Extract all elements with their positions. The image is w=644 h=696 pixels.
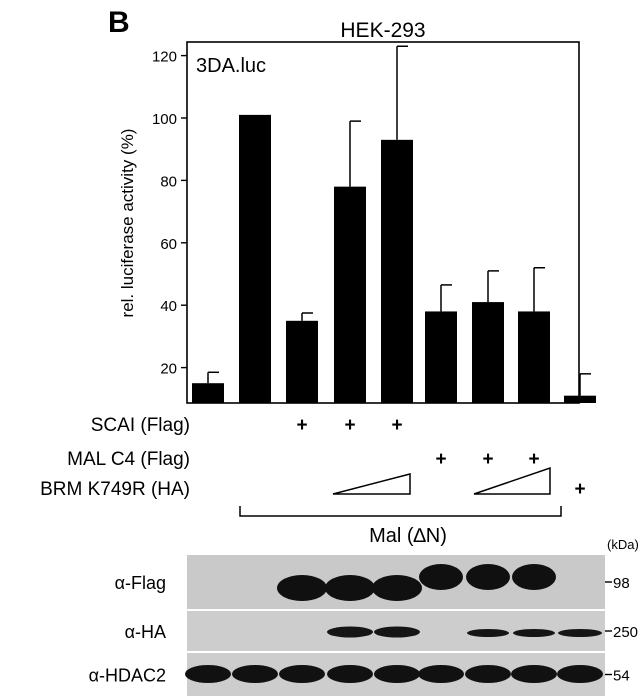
blot-band xyxy=(512,564,556,590)
blot-band xyxy=(372,575,422,601)
blot-band xyxy=(277,575,327,601)
bar xyxy=(192,383,224,403)
dose-triangle-mal xyxy=(473,466,551,495)
western-blot: (kDa) α-Flag 98 α-HA 250 α-HDAC2 54 xyxy=(89,537,639,696)
condition-label: SCAI (Flag) xyxy=(91,415,190,436)
chart-title: HEK-293 xyxy=(340,19,425,42)
blot-band xyxy=(232,665,278,683)
chart-area: 3DA.luc rel. luciferase activity (%) 20 4… xyxy=(118,41,596,404)
blot-band xyxy=(465,665,511,683)
y-axis: 20 40 60 80 100 120 xyxy=(152,49,187,378)
mal-bracket: Mal (∆N) xyxy=(239,506,562,547)
inset-label: 3DA.luc xyxy=(196,55,266,77)
y-tick-label: 120 xyxy=(152,49,177,66)
blot-band xyxy=(557,665,603,683)
bar xyxy=(425,311,457,403)
bar xyxy=(472,302,504,403)
kda-marker: 54 xyxy=(613,668,630,685)
bar xyxy=(564,395,596,403)
condition-plus: + xyxy=(435,449,446,470)
blot-band xyxy=(511,665,557,683)
y-tick-label: 100 xyxy=(152,111,177,128)
blot-band xyxy=(374,665,420,683)
y-axis-label: rel. luciferase activity (%) xyxy=(118,129,137,318)
condition-plus: + xyxy=(344,415,355,436)
condition-label: BRM K749R (HA) xyxy=(40,479,190,500)
blot-band xyxy=(327,665,373,683)
blot-band xyxy=(558,629,602,637)
condition-plus: + xyxy=(296,415,307,436)
blot-row-label: α-Flag xyxy=(115,573,166,593)
panel-label: B xyxy=(108,6,130,39)
blot-band xyxy=(466,564,510,590)
blot-row-label: α-HA xyxy=(125,622,166,642)
bracket-line xyxy=(239,506,562,517)
blot-band xyxy=(419,564,463,590)
kda-marker: 98 xyxy=(613,575,630,592)
blot-band xyxy=(418,665,464,683)
blot-band xyxy=(467,629,509,637)
bar xyxy=(286,320,318,403)
dose-triangle-scai xyxy=(332,473,411,495)
condition-plus: + xyxy=(574,479,585,500)
blot-row-label: α-HDAC2 xyxy=(89,666,166,686)
y-tick-label: 80 xyxy=(160,173,177,190)
kda-units: (kDa) xyxy=(607,537,639,552)
bracket-label: Mal (∆N) xyxy=(369,525,447,547)
bar xyxy=(381,139,413,403)
y-tick-label: 40 xyxy=(160,298,177,315)
condition-plus: + xyxy=(482,449,493,470)
blot-band xyxy=(513,629,555,637)
bar xyxy=(518,311,550,403)
blot-band xyxy=(374,626,420,638)
bar xyxy=(239,114,271,403)
kda-marker: 250 xyxy=(613,624,638,641)
condition-plus: + xyxy=(528,449,539,470)
bar-series xyxy=(192,45,596,403)
bar xyxy=(334,186,366,403)
y-tick-label: 60 xyxy=(160,236,177,253)
condition-label: MAL C4 (Flag) xyxy=(67,449,190,470)
condition-plus: + xyxy=(391,415,402,436)
dose-triangles xyxy=(332,466,551,495)
conditions-table: SCAI (Flag) + + + MAL C4 (Flag) + + + BRM K749R … xyxy=(40,415,585,500)
blot-band xyxy=(185,665,231,683)
y-tick-label: 20 xyxy=(160,361,177,378)
blot-band xyxy=(279,665,325,683)
blot-band xyxy=(325,575,375,601)
blot-band xyxy=(327,626,373,638)
